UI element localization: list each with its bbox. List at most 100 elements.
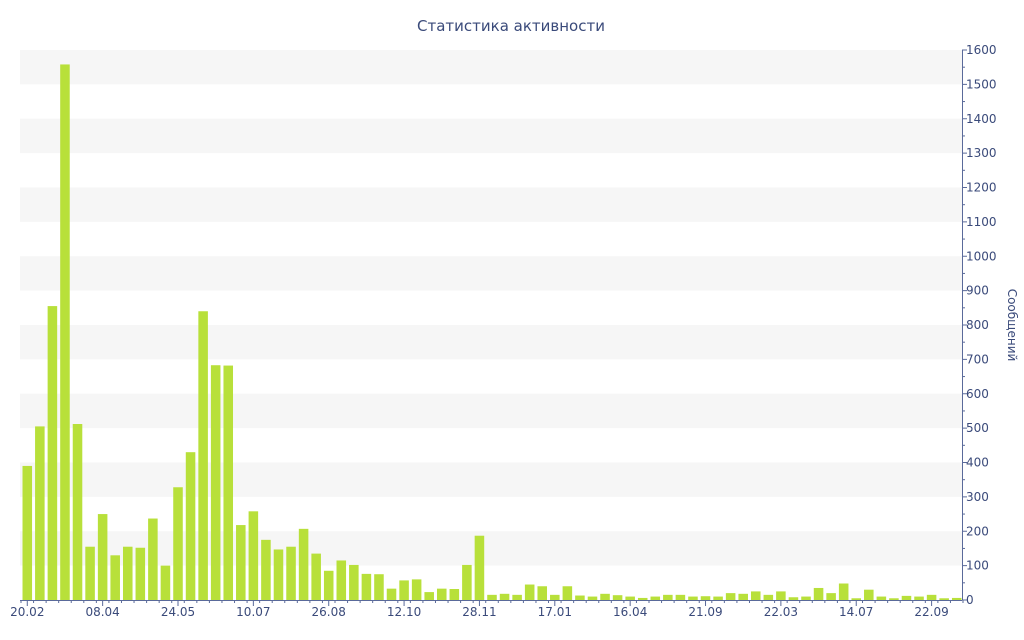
bar [688,596,698,600]
x-tick-label: 20.02 [10,605,44,619]
x-tick-label: 16.04 [613,605,647,619]
bar [236,525,246,600]
y-tick-label: 1600 [966,43,997,57]
bar [424,592,434,600]
bar [776,591,786,600]
bar [524,584,535,600]
x-tick-label: 10.07 [236,605,270,619]
bar [851,598,862,600]
bar [713,596,723,600]
bar [512,594,522,600]
bar [625,596,635,600]
grid-band [20,462,962,497]
y-axis: 0 100 200 300 400 500 600 700 800 900 1000 1100 1200… [962,43,997,607]
bar [700,596,711,600]
bar [122,546,133,600]
bar [951,597,962,600]
bar [386,588,397,600]
bar [550,594,560,600]
bar [612,595,623,600]
y-tick-label: 1300 [966,146,997,160]
bar [35,426,45,600]
bar-series [22,64,962,600]
bar [750,591,761,600]
x-tick-label: 08.04 [85,605,119,619]
bar [60,64,70,600]
bar [97,514,108,600]
bar [788,597,799,600]
y-tick-label: 1200 [966,181,997,195]
bar [411,579,422,600]
bar [198,311,208,600]
bar [487,594,497,600]
bar [562,586,573,600]
y-axis-title: Сообщений [1005,289,1019,362]
bar [173,487,183,600]
bar [675,594,686,600]
grid-band [20,187,962,222]
grid-band [20,50,962,85]
bar [474,535,485,600]
bar [223,365,234,600]
bar [273,549,284,600]
bar [939,598,949,600]
bar [298,528,309,600]
x-axis: 20.02 08.04 24.05 10.07 26.08 12.10 28.11 17.01… [10,600,964,619]
grid-band [20,325,962,360]
y-tick-label: 700 [966,352,989,366]
y-tick-label: 300 [966,490,989,504]
bar [838,583,849,600]
bar [261,539,271,600]
grid-band [20,256,962,291]
bar [763,594,774,600]
x-tick-label: 17.01 [538,605,572,619]
bar [587,596,598,600]
y-tick-label: 200 [966,524,989,538]
bar [725,593,736,600]
bar [826,593,836,600]
x-tick-label: 22.03 [764,605,798,619]
bar [148,518,158,600]
bar [926,594,937,600]
x-tick-label: 28.11 [462,605,496,619]
y-tick-label: 1100 [966,215,997,229]
y-tick-label: 1000 [966,249,997,263]
y-tick-label: 1400 [966,112,997,126]
x-tick-label: 21.09 [688,605,722,619]
bar [637,597,648,600]
x-tick-label: 26.08 [312,605,346,619]
grid-band [20,118,962,154]
x-tick-label: 24.05 [161,605,195,619]
bar [22,465,33,600]
bar [801,596,811,600]
bar [361,573,372,600]
bar [336,560,347,600]
grid-bands [20,50,962,566]
bar [889,598,899,600]
bar [160,565,171,600]
x-tick-label: 22.09 [914,605,948,619]
bar [311,553,321,600]
y-tick-label: 900 [966,284,989,298]
bar [47,306,58,600]
bar [349,564,359,600]
bar [864,589,874,600]
bar [738,593,748,600]
bar [537,586,548,600]
bar [600,593,610,600]
bar [399,580,409,600]
bar [575,595,585,600]
bar [462,564,472,600]
bar [663,594,673,600]
bar [914,596,924,600]
y-tick-label: 1500 [966,77,997,91]
bar [185,452,196,600]
bar [876,596,887,600]
bar [110,555,120,600]
bar [449,589,460,600]
bar [248,511,259,600]
y-tick-label: 0 [966,593,974,607]
bar [650,596,661,600]
bar [85,546,95,600]
